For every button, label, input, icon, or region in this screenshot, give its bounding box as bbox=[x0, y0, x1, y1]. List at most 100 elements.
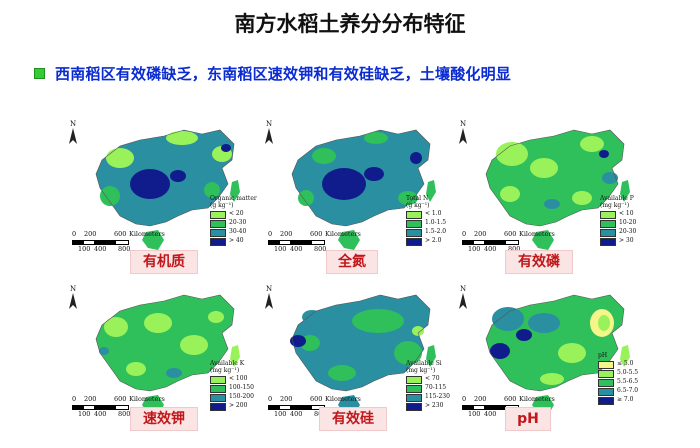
legend-swatch bbox=[598, 387, 614, 396]
north-arrow-icon: N bbox=[458, 120, 468, 148]
legend-item-label: 5.5-6.5 bbox=[617, 378, 639, 386]
legend-swatch bbox=[210, 402, 226, 411]
legend-swatch bbox=[406, 219, 422, 228]
legend-swatch bbox=[406, 402, 422, 411]
legend-title: (g kg⁻¹) bbox=[210, 201, 234, 209]
map-panel-6: N pH ≤ 5.0 5.0-5.5 5.5-6.5 6.5-7.0 ≥ 7.0… bbox=[452, 283, 652, 448]
legend-item-label: < 20 bbox=[229, 210, 244, 218]
scale-bar: 0 200 600 Kilometers 100 400 800 bbox=[462, 230, 592, 253]
legend-item-label: < 10 bbox=[619, 210, 634, 218]
nutrient-label: 速效钾 bbox=[130, 407, 198, 431]
legend-swatch bbox=[406, 384, 422, 393]
legend-swatch bbox=[210, 210, 226, 219]
scale-tick: 0 bbox=[268, 395, 273, 403]
legend-item: > 40 bbox=[210, 237, 257, 246]
legend-swatch bbox=[210, 375, 226, 384]
scale-tick: 400 bbox=[484, 245, 497, 253]
legend-swatch bbox=[598, 396, 614, 405]
scale-tick: 100 bbox=[468, 245, 481, 253]
key-finding-text: 西南稻区有效磷缺乏，东南稻区速效钾和有效硅缺乏，土壤酸化明显 bbox=[55, 64, 512, 83]
nutrient-label: 全氮 bbox=[326, 250, 378, 274]
slide-title: 南方水稻土养分分布特征 bbox=[234, 12, 466, 36]
scale-tick: 200 bbox=[280, 395, 293, 403]
legend-title: (mg kg⁻¹) bbox=[406, 366, 436, 374]
legend-item-label: 1.0-1.5 bbox=[425, 219, 447, 227]
legend-swatch bbox=[598, 369, 614, 378]
scale-tick: 0 bbox=[72, 395, 77, 403]
soil-map bbox=[485, 129, 630, 250]
nutrient-label: pH bbox=[505, 407, 551, 431]
legend-item-label: 20-30 bbox=[229, 219, 247, 227]
key-finding: 西南稻区有效磷缺乏，东南稻区速效钾和有效硅缺乏，土壤酸化明显 bbox=[34, 62, 511, 84]
scale-tick: 0 bbox=[462, 395, 467, 403]
scale-tick: 600 bbox=[310, 230, 323, 238]
legend-item-label: 30-40 bbox=[229, 228, 247, 236]
legend-item: ≥ 7.0 bbox=[598, 397, 638, 405]
legend-item-label: < 1.0 bbox=[425, 210, 442, 218]
legend-item-label: > 200 bbox=[229, 402, 248, 410]
legend-item: 20-30 bbox=[600, 228, 637, 237]
legend-swatch bbox=[406, 375, 422, 384]
north-label: N bbox=[459, 285, 467, 293]
legend-item-label: 100-150 bbox=[229, 384, 254, 392]
legend-item: > 230 bbox=[406, 402, 450, 411]
north-arrow-icon: N bbox=[68, 120, 78, 148]
legend-item-label: 150-200 bbox=[229, 393, 254, 401]
scale-tick: 400 bbox=[484, 410, 497, 418]
north-label: N bbox=[459, 120, 467, 128]
scale-tick: 400 bbox=[290, 410, 303, 418]
legend-title: Organic matter bbox=[210, 195, 257, 202]
legend-item: 5.5-6.5 bbox=[598, 379, 638, 387]
legend-item: < 100 bbox=[210, 375, 254, 384]
map-legend: Organic matter (g kg⁻¹) < 20 20-30 30-40 … bbox=[210, 195, 257, 246]
legend-swatch bbox=[406, 237, 422, 246]
legend-item-label: 20-30 bbox=[619, 228, 637, 236]
map-panel-4: N Available K (mg kg⁻¹) < 100 100-150 150… bbox=[62, 283, 262, 448]
legend-item: > 200 bbox=[210, 402, 254, 411]
legend-swatch bbox=[598, 360, 614, 369]
scale-bar: 0 200 600 Kilometers 100 400 800 bbox=[268, 230, 398, 253]
legend-item-label: ≥ 7.0 bbox=[617, 396, 634, 404]
legend-title: (mg kg⁻¹) bbox=[600, 201, 630, 209]
legend-item-label: ≤ 5.0 bbox=[617, 360, 634, 368]
legend-swatch bbox=[600, 228, 616, 237]
nutrient-label: 有效硅 bbox=[319, 407, 387, 431]
legend-title: (mg kg⁻¹) bbox=[210, 366, 240, 374]
scale-unit: Kilometers bbox=[519, 395, 555, 403]
legend-swatch bbox=[210, 384, 226, 393]
nutrient-label: 有机质 bbox=[130, 250, 198, 274]
legend-item-label: 1.5-2.0 bbox=[425, 228, 447, 236]
map-legend: Available K (mg kg⁻¹) < 100 100-150 150-2… bbox=[210, 360, 254, 411]
north-arrow-icon: N bbox=[68, 285, 78, 313]
scale-tick: 200 bbox=[474, 395, 487, 403]
legend-swatch bbox=[210, 228, 226, 237]
scale-bar: 0 200 600 Kilometers 100 400 800 bbox=[72, 230, 202, 253]
legend-item: < 20 bbox=[210, 210, 257, 219]
legend-title: Total N bbox=[406, 195, 429, 202]
legend-title: Available Si bbox=[406, 360, 442, 367]
legend-item-label: > 2.0 bbox=[425, 237, 442, 245]
map-legend: pH ≤ 5.0 5.0-5.5 5.5-6.5 6.5-7.0 ≥ 7.0 bbox=[598, 352, 638, 405]
legend-item: 1.5-2.0 bbox=[406, 228, 447, 237]
legend-item: 70-115 bbox=[406, 384, 450, 393]
soil-map bbox=[291, 129, 436, 250]
scale-tick: 200 bbox=[280, 230, 293, 238]
legend-swatch bbox=[210, 393, 226, 402]
north-label: N bbox=[69, 120, 77, 128]
legend-swatch bbox=[406, 228, 422, 237]
scale-unit: Kilometers bbox=[519, 230, 555, 238]
map-panel-5: N Available Si (mg kg⁻¹) < 70 70-115 115-… bbox=[258, 283, 458, 448]
legend-item: 150-200 bbox=[210, 393, 254, 402]
map-legend: Available P (mg kg⁻¹) < 10 10-20 20-30 > … bbox=[600, 195, 637, 246]
legend-item: < 1.0 bbox=[406, 210, 446, 219]
scale-tick: 200 bbox=[84, 230, 97, 238]
legend-item: > 30 bbox=[600, 237, 636, 246]
map-legend: Available Si (mg kg⁻¹) < 70 70-115 115-23… bbox=[406, 360, 450, 411]
scale-tick: 0 bbox=[72, 230, 77, 238]
scale-tick: 400 bbox=[94, 410, 107, 418]
scale-tick: 100 bbox=[468, 410, 481, 418]
scale-tick: 100 bbox=[274, 245, 287, 253]
scale-tick: 200 bbox=[474, 230, 487, 238]
legend-item-label: 10-20 bbox=[619, 219, 637, 227]
scale-tick: 100 bbox=[78, 245, 91, 253]
